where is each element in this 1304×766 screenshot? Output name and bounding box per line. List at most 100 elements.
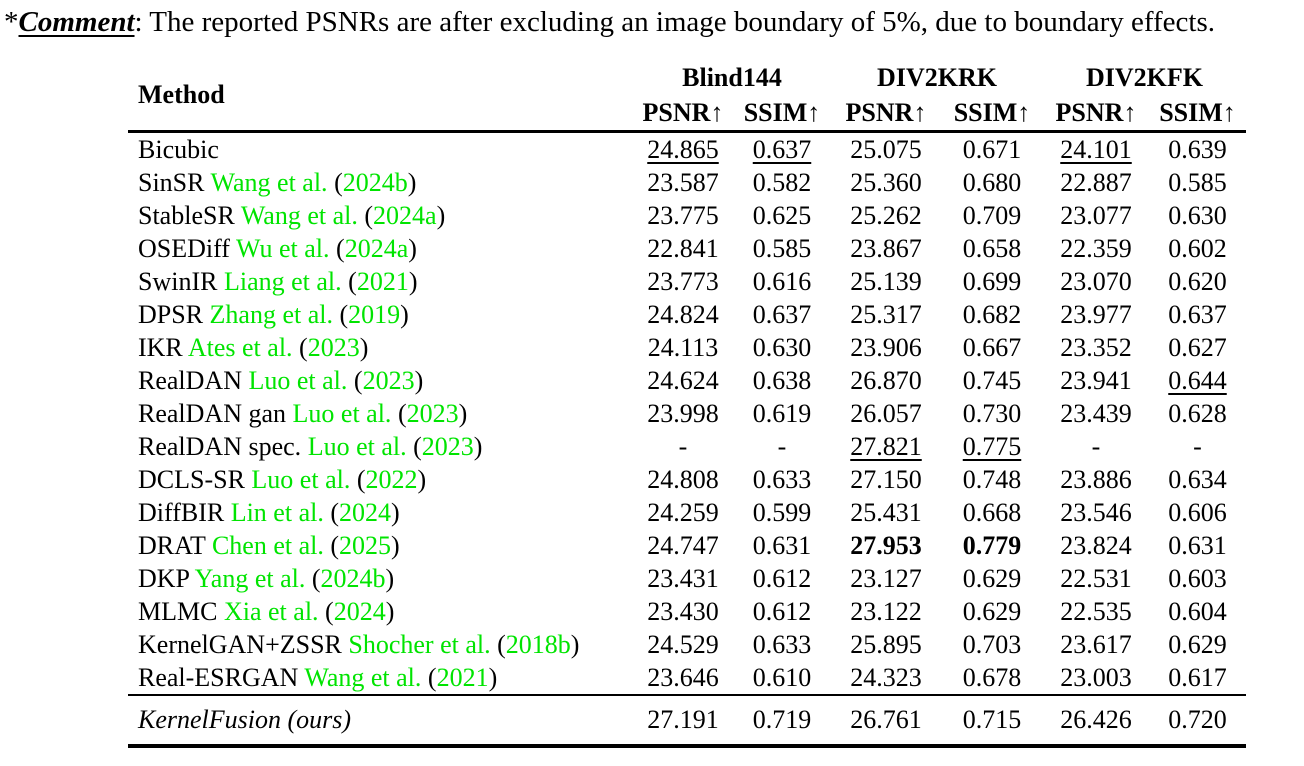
- citation-year[interactable]: 2022: [365, 465, 418, 494]
- citation-year[interactable]: 2024: [339, 498, 392, 527]
- citation-year[interactable]: 2021: [356, 267, 409, 296]
- citation-authors[interactable]: Wang et al.: [210, 168, 328, 197]
- citation-year[interactable]: 2018b: [505, 630, 571, 659]
- citation-authors[interactable]: Luo et al.: [292, 399, 392, 428]
- value-cell: 23.122: [850, 597, 922, 626]
- value-cell: 0.630: [752, 333, 812, 362]
- value-cell: 23.646: [647, 663, 719, 692]
- citation-authors[interactable]: Wang et al.: [304, 663, 422, 692]
- comment-line: *Comment: The reported PSNRs are after e…: [4, 6, 1215, 39]
- value-cell: 0.603: [1168, 564, 1227, 593]
- table-row: IKR Ates et al. (2023) 24.113 0.630 23.906 0…: [128, 331, 1246, 364]
- citation-authors[interactable]: Xia et al.: [223, 597, 319, 626]
- citation-authors[interactable]: Luo et al.: [248, 366, 348, 395]
- citation-authors[interactable]: Ates et al.: [187, 333, 293, 362]
- value-cell: 24.323: [850, 663, 922, 692]
- value-cell: 24.101: [1060, 135, 1132, 164]
- citation-year[interactable]: 2024b: [320, 564, 386, 593]
- citation-paren-open: (: [356, 465, 366, 494]
- value-cell: 0.631: [752, 531, 812, 560]
- citation-authors[interactable]: Luo et al.: [251, 465, 351, 494]
- citation-paren-open: (: [427, 663, 437, 692]
- method-name: RealDAN gan: [138, 399, 287, 428]
- method-cell: RealDAN Luo et al. (2023): [128, 364, 633, 397]
- results-table: Method Blind144 DIV2KRK DIV2KFK PSNR↑ SS…: [128, 60, 1246, 748]
- value-cell: 0.631: [1168, 531, 1227, 560]
- value-cell: 0.637: [752, 300, 812, 329]
- citation-year[interactable]: 2024a: [373, 201, 437, 230]
- citation-year[interactable]: 2024: [333, 597, 386, 626]
- citation-paren-close: ): [400, 300, 409, 329]
- value-cell: 24.865: [647, 135, 719, 164]
- method-cell: StableSR Wang et al. (2024a): [128, 199, 633, 232]
- method-cell: DiffBIR Lin et al. (2024): [128, 496, 633, 529]
- citation-authors[interactable]: Luo et al.: [307, 432, 407, 461]
- value-cell: 0.719: [752, 705, 812, 734]
- value-cell: 25.075: [850, 135, 922, 164]
- group-header-row: Method Blind144 DIV2KRK DIV2KFK: [128, 60, 1246, 110]
- method-cell: SwinIR Liang et al. (2021): [128, 265, 633, 298]
- value-cell: 0.730: [962, 399, 1022, 428]
- table-row: DRAT Chen et al. (2025) 24.747 0.631 27.953…: [128, 529, 1246, 562]
- citation-paren-open: (: [336, 234, 345, 263]
- citation-authors[interactable]: Wu et al.: [236, 234, 330, 263]
- citation-year[interactable]: 2023: [406, 399, 459, 428]
- value-cell: 23.431: [647, 564, 719, 593]
- metric-header-psnr-div2kfk: PSNR↑: [1055, 97, 1137, 127]
- citation-authors[interactable]: Wang et al.: [240, 201, 358, 230]
- method-cell: RealDAN gan Luo et al. (2023): [128, 397, 633, 430]
- value-cell: 0.633: [752, 630, 812, 659]
- citation-authors[interactable]: Chen et al.: [211, 531, 324, 560]
- method-name: Bicubic: [138, 135, 219, 164]
- citation-authors[interactable]: Yang et al.: [194, 564, 306, 593]
- citation-year[interactable]: 2024a: [344, 234, 409, 263]
- citation-paren-close: ): [407, 168, 417, 197]
- group-header-blind144: Blind144: [682, 62, 782, 92]
- citation-year[interactable]: 2025: [339, 531, 392, 560]
- value-cell: 23.127: [850, 564, 922, 593]
- citation-authors[interactable]: Liang et al.: [223, 267, 342, 296]
- citation-year[interactable]: 2023: [421, 432, 474, 461]
- citation-year[interactable]: 2024b: [342, 168, 408, 197]
- table-row: RealDAN Luo et al. (2023) 24.624 0.638 26.8…: [128, 364, 1246, 397]
- value-cell: 0.585: [1168, 168, 1227, 197]
- table-row: DiffBIR Lin et al. (2024) 24.259 0.599 25.4…: [128, 496, 1246, 529]
- group-header-div2kfk: DIV2KFK: [1086, 62, 1203, 92]
- value-cell: 0.658: [962, 234, 1022, 263]
- value-cell: 22.531: [1060, 564, 1132, 593]
- value-cell: 23.617: [1060, 630, 1132, 659]
- method-name: DPSR: [138, 300, 204, 329]
- citation-authors[interactable]: Zhang et al.: [209, 300, 333, 329]
- value-cell: 0.637: [1168, 300, 1227, 329]
- citation-paren-open: (: [364, 201, 374, 230]
- value-cell: 22.887: [1060, 168, 1132, 197]
- method-name: RealDAN spec.: [138, 432, 302, 461]
- value-cell: 26.870: [850, 366, 922, 395]
- comment-label: Comment: [18, 6, 135, 38]
- citation-authors[interactable]: Shocher et al.: [348, 630, 491, 659]
- value-cell: 24.747: [647, 531, 719, 560]
- value-cell: 23.977: [1060, 300, 1132, 329]
- citation-year[interactable]: 2023: [362, 366, 415, 395]
- citation-paren-close: ): [385, 564, 395, 593]
- citation-year[interactable]: 2019: [348, 300, 401, 329]
- citation-paren-close: ): [408, 234, 417, 263]
- group-header-div2krk: DIV2KRK: [877, 62, 997, 92]
- citation-paren-close: ): [385, 597, 395, 626]
- value-cell: 0.619: [752, 399, 812, 428]
- value-cell: 0.703: [962, 630, 1022, 659]
- citation-authors[interactable]: Lin et al.: [230, 498, 324, 527]
- value-cell: 23.546: [1060, 498, 1132, 527]
- method-name: SwinIR: [138, 267, 218, 296]
- method-name: IKR: [138, 333, 183, 362]
- method-cell: RealDAN spec. Luo et al. (2023): [128, 430, 633, 463]
- value-cell: 0.720: [1168, 705, 1227, 734]
- citation-year[interactable]: 2021: [436, 663, 489, 692]
- method-cell: DRAT Chen et al. (2025): [128, 529, 633, 562]
- method-cell: SinSR Wang et al. (2024b): [128, 166, 633, 199]
- value-cell: 27.191: [647, 705, 719, 734]
- citation-year[interactable]: 2023: [307, 333, 360, 362]
- table-row: Real-ESRGAN Wang et al. (2021) 23.646 0.61…: [128, 661, 1246, 695]
- table-row: StableSR Wang et al. (2024a) 23.775 0.625 2…: [128, 199, 1246, 232]
- metric-header-ssim-div2kfk: SSIM↑: [1159, 97, 1236, 127]
